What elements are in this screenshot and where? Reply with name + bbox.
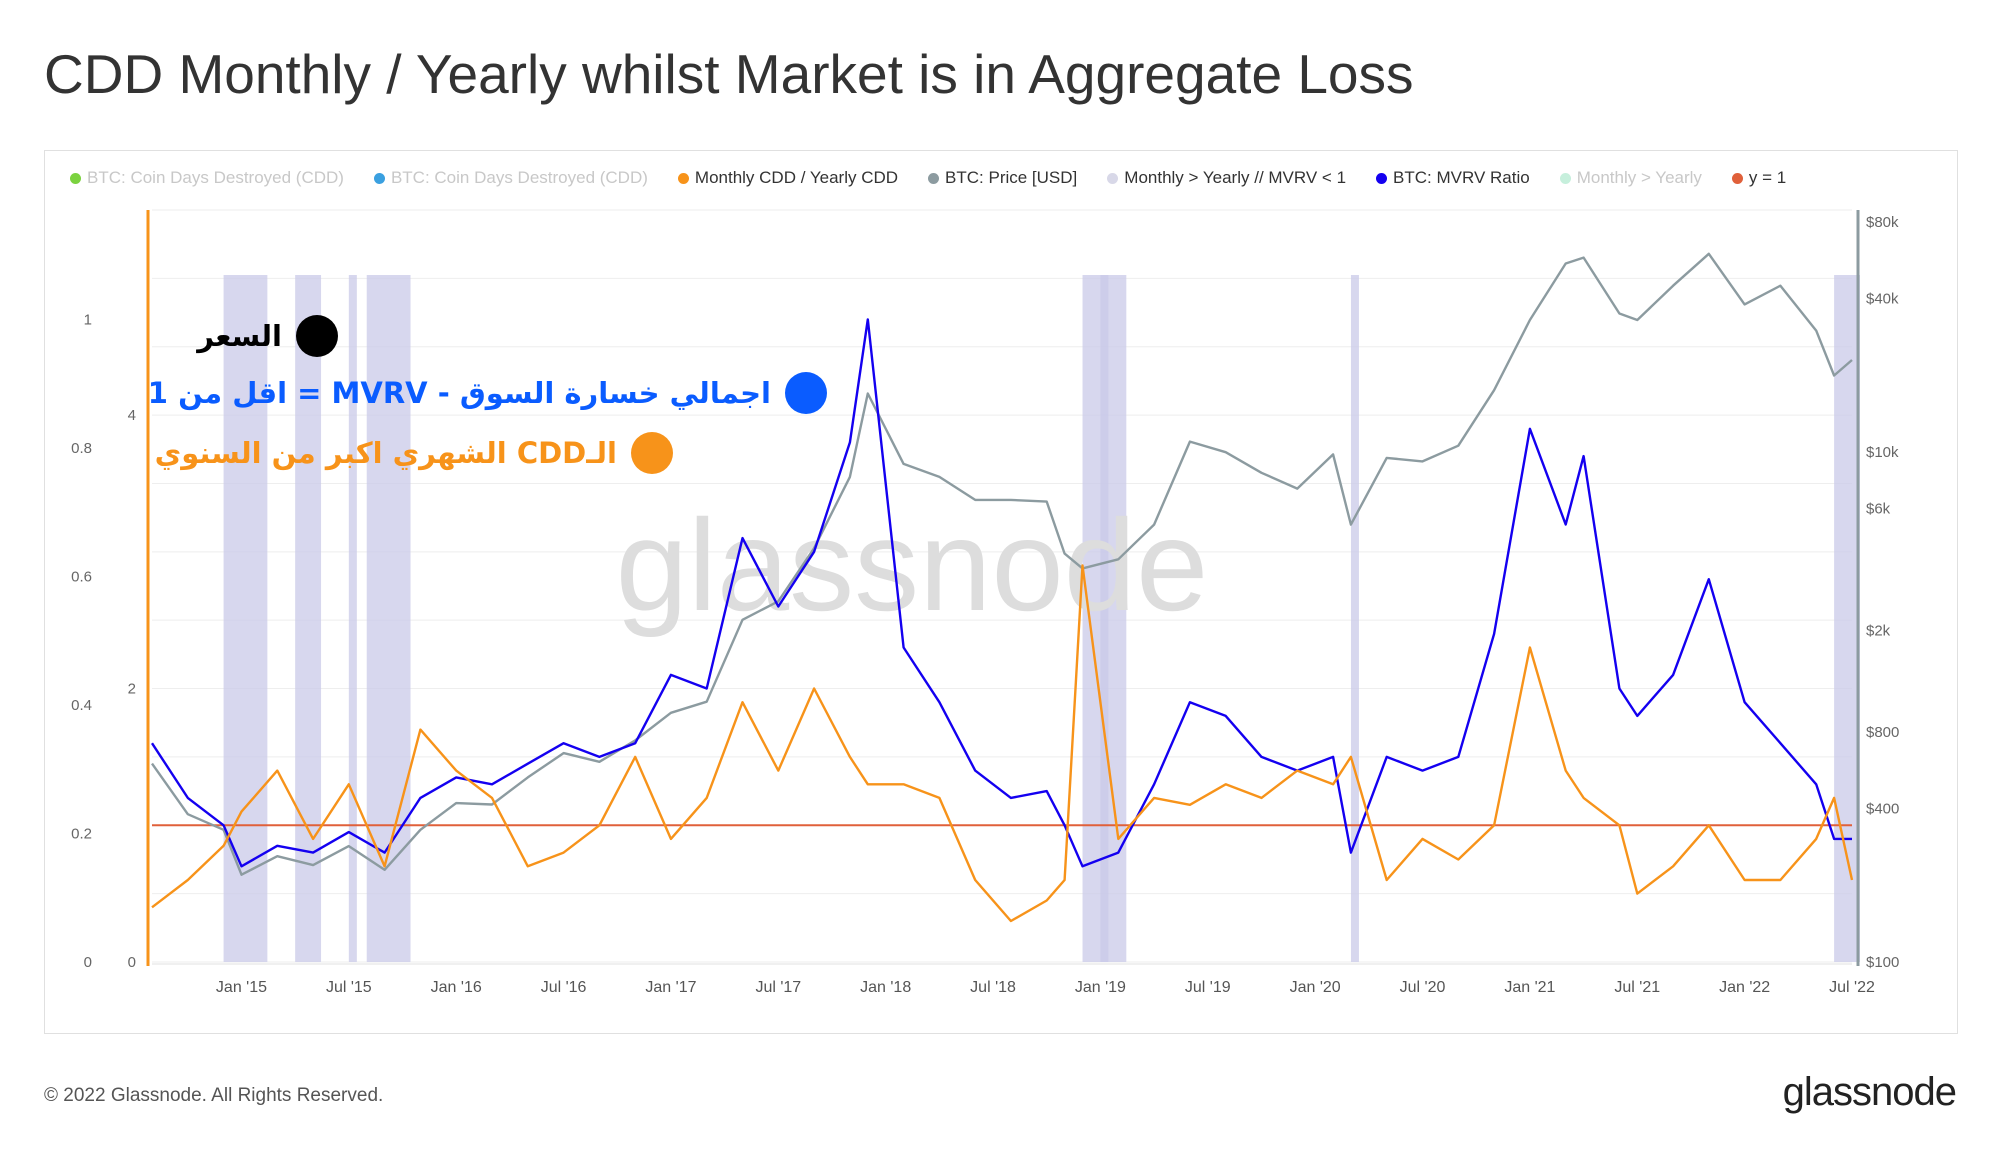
- legend-item[interactable]: BTC: Price [USD]: [928, 168, 1077, 188]
- legend-label: Monthly > Yearly: [1576, 168, 1702, 187]
- y-tick-left-outer: 0.6: [71, 568, 92, 585]
- x-tick-label: Jan '16: [431, 979, 482, 996]
- y-tick-left-inner: 4: [128, 407, 136, 424]
- y-tick-left-outer: 1: [84, 311, 92, 328]
- legend-item[interactable]: BTC: Coin Days Destroyed (CDD): [70, 168, 344, 188]
- annotation-price: السعر: [197, 315, 338, 357]
- legend-label: BTC: Coin Days Destroyed (CDD): [390, 168, 648, 187]
- y-tick-left-outer: 0.4: [71, 697, 92, 714]
- annotation-mvrv: اجمالي خسارة السوق - MVRV = اقل من 1: [148, 372, 827, 414]
- y-tick-right: $400: [1866, 801, 1899, 818]
- y-tick-left-inner: 2: [128, 681, 136, 698]
- series-line: [150, 318, 1852, 868]
- y-tick-left-outer: 0.8: [71, 440, 92, 457]
- legend-label: Monthly > Yearly // MVRV < 1: [1124, 168, 1347, 187]
- annotation-cdd-dot: [631, 432, 673, 474]
- legend-item[interactable]: Monthly > Yearly // MVRV < 1: [1107, 168, 1346, 188]
- legend-item[interactable]: y = 1: [1731, 168, 1787, 188]
- annotation-cdd: الـCDD الشهري اكبر من السنوي: [155, 432, 673, 474]
- legend-label: Monthly CDD / Yearly CDD: [694, 168, 899, 187]
- x-tick-label: Jul '18: [970, 979, 1016, 996]
- y-tick-right: $80k: [1866, 214, 1899, 231]
- brand-logo: glassnode: [1782, 1070, 1957, 1114]
- legend-label: BTC: Coin Days Destroyed (CDD): [87, 168, 344, 187]
- x-tick-label: Jan '19: [1075, 979, 1126, 996]
- x-tick-label: Jul '21: [1614, 979, 1660, 996]
- x-tick-label: Jan '15: [216, 979, 267, 996]
- x-tick-label: Jul '19: [1185, 979, 1231, 996]
- x-tick-label: Jul '22: [1829, 979, 1875, 996]
- y-tick-right: $2k: [1866, 622, 1891, 639]
- highlight-period: [348, 275, 357, 962]
- series-line: [151, 564, 1854, 923]
- y-tick-left-outer: 0: [84, 954, 92, 971]
- annotation-price-text: السعر: [197, 319, 282, 353]
- legend-item[interactable]: Monthly CDD / Yearly CDD: [677, 168, 899, 188]
- x-tick-label: Jan '18: [860, 979, 911, 996]
- series-line: [151, 252, 1853, 876]
- y-tick-right: $800: [1866, 724, 1899, 741]
- legend-item[interactable]: BTC: MVRV Ratio: [1376, 168, 1530, 188]
- legend-dot: [1376, 172, 1388, 184]
- x-tick-label: Jul '20: [1400, 979, 1446, 996]
- x-tick-label: Jan '21: [1504, 979, 1555, 996]
- page-title: CDD Monthly / Yearly whilst Market is in…: [44, 43, 1414, 105]
- legend-dot: [1731, 172, 1743, 184]
- legend-label: BTC: Price [USD]: [945, 168, 1078, 187]
- x-tick-label: Jan '17: [645, 979, 696, 996]
- copyright-footer: © 2022 Glassnode. All Rights Reserved.: [44, 1085, 384, 1106]
- annotation-cdd-text: الـCDD الشهري اكبر من السنوي: [154, 436, 617, 470]
- chart-panel: [44, 150, 1958, 1034]
- highlight-period: [1350, 275, 1359, 962]
- y-tick-right: $100: [1866, 954, 1899, 971]
- legend-item[interactable]: Monthly > Yearly: [1559, 168, 1702, 188]
- annotation-mvrv-dot: [785, 372, 827, 414]
- x-tick-label: Jul '16: [541, 979, 587, 996]
- legend-dot: [373, 172, 385, 184]
- legend-dot: [70, 172, 81, 184]
- highlight-period: [295, 275, 322, 962]
- annotation-mvrv-text: اجمالي خسارة السوق - MVRV = اقل من 1: [147, 376, 771, 410]
- x-tick-label: Jul '15: [326, 979, 372, 996]
- legend-dot: [1559, 172, 1571, 184]
- x-tick-label: Jan '20: [1290, 979, 1341, 996]
- y-tick-left-outer: 0.2: [71, 825, 92, 842]
- legend-dot: [677, 172, 689, 184]
- legend-item[interactable]: BTC: Coin Days Destroyed (CDD): [373, 168, 648, 188]
- legend-label: y = 1: [1748, 168, 1787, 187]
- highlight-period: [1834, 275, 1860, 962]
- y-tick-right: $40k: [1866, 291, 1899, 308]
- x-tick-label: Jul '17: [755, 979, 801, 996]
- x-tick-label: Jan '22: [1719, 979, 1770, 996]
- y-tick-right: $6k: [1866, 501, 1891, 518]
- y-tick-right: $10k: [1866, 444, 1899, 461]
- y-tick-left-inner: 0: [128, 954, 136, 971]
- watermark: glassnode: [616, 492, 1209, 638]
- legend-dot: [1107, 172, 1119, 184]
- annotation-price-dot: [296, 315, 338, 357]
- legend-label: BTC: MVRV Ratio: [1393, 168, 1530, 187]
- legend-dot: [928, 172, 940, 184]
- chart-legend: BTC: Coin Days Destroyed (CDD) BTC: Coin …: [70, 168, 1870, 190]
